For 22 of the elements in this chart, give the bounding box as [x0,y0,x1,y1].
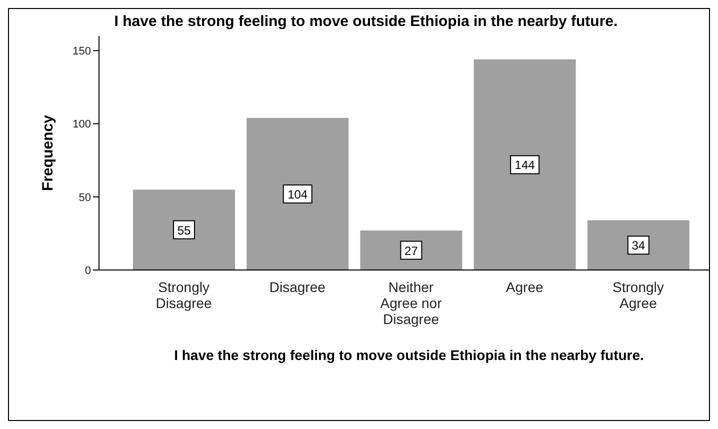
bar [246,118,349,270]
bar [360,230,462,270]
data-label: 144 [514,158,536,172]
x-tick-label: Strongly Disagree [156,279,212,311]
bar [587,220,690,270]
x-tick-label: Agree [506,279,544,295]
chart-title: I have the strong feeling to move outside Ethiopia in the nearby future. [113,13,619,30]
y-axis-title: Frequency [39,114,56,191]
x-axis-title: I have the strong feeling to move outside Ethiopia in the nearby future. [173,347,645,363]
x-tick-label: Neither Agree nor Disagree [380,279,442,327]
y-tick-label: 0 [84,264,91,277]
x-tick-label: Strongly Agree [612,279,664,311]
y-tick-label: 100 [72,118,91,131]
data-label: 55 [177,223,191,238]
y-tick-label: 150 [72,46,91,58]
y-tick-label: 50 [78,192,91,204]
x-tick-label: Disagree [269,279,326,295]
bar [474,59,576,270]
data-label: 34 [632,238,646,253]
data-label: 27 [404,244,418,258]
bar [133,190,235,270]
data-label: 104 [288,187,308,202]
